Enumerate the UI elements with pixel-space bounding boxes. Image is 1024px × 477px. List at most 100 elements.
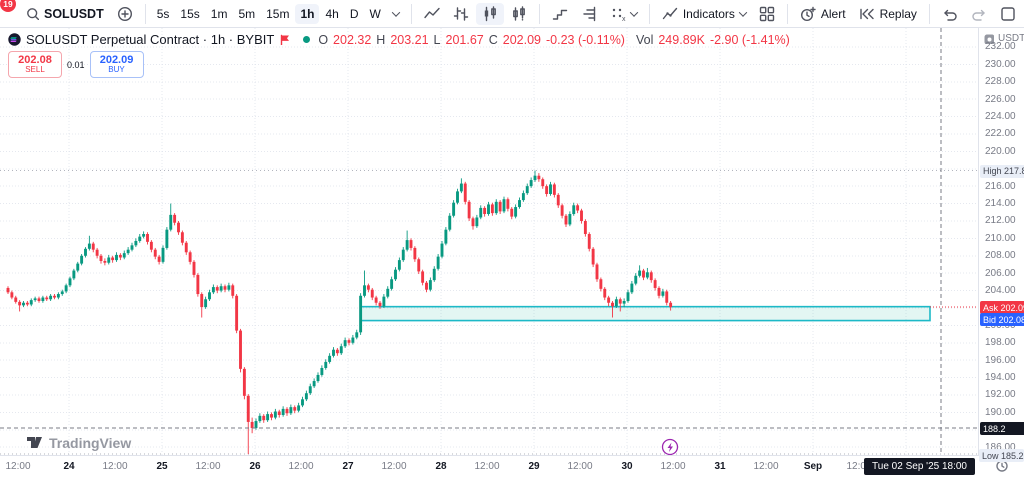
legend-title[interactable]: SOLUSDT Perpetual Contract · 1h · BYBIT — [26, 32, 275, 47]
candle-body — [219, 286, 223, 291]
buy-button[interactable]: 202.09 BUY — [89, 51, 144, 78]
redo-button[interactable] — [965, 3, 993, 25]
interval-5s[interactable]: 5s — [156, 6, 170, 21]
high-value: 203.21 — [390, 32, 429, 47]
candle-body — [432, 268, 436, 281]
price-tick-label: 226.00 — [985, 93, 1016, 105]
candle-body — [456, 191, 459, 203]
candle-body — [564, 215, 568, 225]
candle-body — [386, 288, 390, 297]
candle-body — [250, 421, 254, 429]
candle-body — [188, 252, 192, 262]
candle-body — [180, 232, 184, 243]
undo-button[interactable] — [936, 3, 964, 25]
flag-icon[interactable] — [279, 34, 290, 45]
chart-style-candles-button[interactable] — [475, 2, 504, 25]
search-icon — [27, 8, 39, 20]
candle-body — [270, 414, 273, 418]
candle-body — [103, 260, 107, 263]
candle-body — [626, 292, 630, 302]
candle-body — [231, 285, 235, 296]
lightning-icon — [667, 442, 673, 452]
candle-body — [428, 280, 432, 290]
rectangle-drawing[interactable] — [359, 305, 931, 322]
candle-body — [273, 411, 277, 418]
chart-style-hollow-candles-button[interactable] — [505, 3, 533, 25]
volume-profile-button[interactable] — [575, 3, 603, 25]
candle-body — [502, 199, 506, 212]
candle-body — [394, 269, 397, 280]
price-tick-label: 212.00 — [985, 215, 1016, 227]
chart-style-step-button[interactable] — [546, 3, 574, 25]
interval-15s[interactable]: 15s — [180, 6, 200, 21]
candle-body — [18, 301, 22, 306]
interval-1m[interactable]: 1m — [210, 6, 228, 21]
tradingview-watermark[interactable]: TradingView — [26, 434, 131, 451]
time-axis[interactable]: 12:00 24 12:00 25 12:00 26 12:00 27 12:00 28 12:00… — [0, 455, 1024, 477]
time-tick-day: 26 — [249, 461, 261, 472]
candle-body — [25, 302, 29, 305]
price-tick-label: 220.00 — [985, 145, 1016, 157]
candle-body — [591, 248, 595, 265]
sell-button[interactable]: 202.08 SELL — [8, 51, 62, 78]
candle-body — [638, 270, 642, 276]
candle-body — [642, 270, 645, 278]
price-axis-unit[interactable]: USDT — [983, 33, 1024, 44]
candle-body — [45, 297, 49, 300]
interval-1h[interactable]: 1h — [295, 3, 320, 24]
notification-badge[interactable]: 19 — [0, 0, 16, 12]
candle-body — [227, 285, 231, 290]
candlestick-chart[interactable] — [0, 28, 978, 455]
candle-body — [487, 204, 490, 215]
candle-body — [607, 297, 611, 303]
alert-button[interactable]: Alert — [794, 3, 852, 25]
candle-body — [580, 210, 583, 221]
candle-body — [436, 256, 440, 269]
interval-D[interactable]: D — [349, 6, 359, 21]
candle-body — [153, 249, 157, 257]
indicators-button[interactable]: Indicators — [656, 3, 752, 25]
candle-body — [665, 291, 669, 303]
compare-add-symbol-button[interactable] — [111, 3, 139, 25]
price-tick-label: 216.00 — [985, 180, 1016, 192]
candle-body — [122, 253, 126, 258]
replay-button[interactable]: Replay — [853, 3, 923, 25]
chart-style-bars-button[interactable] — [447, 3, 475, 25]
candle-body — [84, 248, 87, 256]
candle-body — [173, 214, 177, 223]
indicator-templates-button[interactable] — [753, 3, 781, 25]
candle-body — [142, 234, 146, 237]
candle-body — [242, 368, 246, 396]
candles-icon — [484, 5, 496, 21]
candle-body — [634, 275, 638, 284]
interval-15m[interactable]: 15m — [266, 6, 290, 21]
candle-body — [304, 393, 308, 400]
symbol-legend[interactable]: SOLUSDT Perpetual Contract · 1h · BYBIT … — [8, 32, 790, 47]
candle-body — [258, 415, 262, 422]
time-tick-hour: 12:00 — [102, 461, 128, 472]
candle-body — [204, 299, 208, 308]
time-tick-day: Sep — [803, 461, 823, 472]
interval-4h[interactable]: 4h — [325, 6, 339, 21]
candle-body — [235, 295, 239, 331]
interval-more-button[interactable] — [387, 7, 405, 20]
interval-W[interactable]: W — [369, 6, 381, 21]
candle-body — [80, 255, 84, 264]
candle-body — [657, 287, 661, 296]
price-axis[interactable]: USDT 232.00 230.00 228.00 226.00 224.00 222.0… — [978, 28, 1024, 455]
symbol-search-button[interactable]: SOLUSDT — [20, 4, 110, 24]
chart-style-line-button[interactable] — [418, 3, 446, 25]
grid-layout-icon — [759, 6, 775, 21]
candle-body — [390, 279, 394, 289]
candle-body — [494, 201, 498, 214]
candle-body — [541, 179, 545, 187]
patterns-menu-button[interactable]: x — [604, 3, 643, 25]
chart-pane[interactable]: SOLUSDT Perpetual Contract · 1h · BYBIT … — [0, 28, 978, 455]
candle-body — [130, 245, 134, 250]
candle-body — [661, 291, 665, 296]
market-status-dot — [303, 36, 311, 43]
layout-select-button[interactable] — [994, 3, 1022, 25]
candle-body — [382, 296, 386, 307]
candle-body — [669, 302, 673, 308]
interval-5m[interactable]: 5m — [238, 6, 256, 21]
